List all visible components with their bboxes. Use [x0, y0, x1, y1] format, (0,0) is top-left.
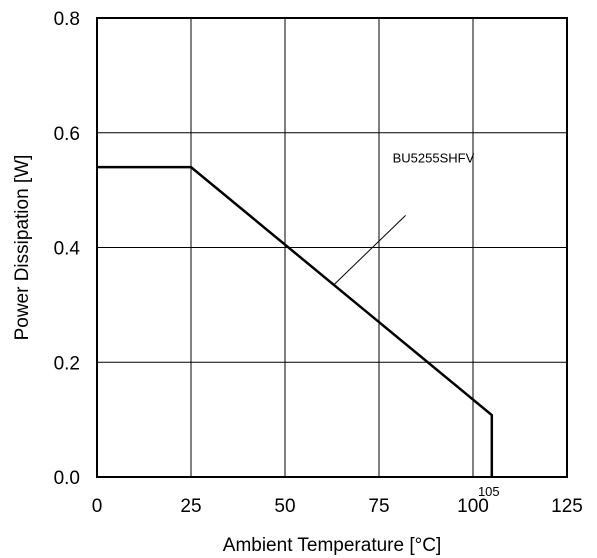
y-tick-labels: 0.0 0.2 0.4 0.6 0.8: [54, 9, 81, 489]
x-tick-label: 75: [368, 496, 389, 517]
y-tick-label: 0.8: [54, 9, 80, 30]
y-tick-label: 0.4: [54, 239, 81, 260]
annotation-label: 105: [478, 484, 500, 499]
y-axis-label: Power Dissipation [W]: [12, 155, 33, 341]
annotation-pointer: [333, 214, 406, 286]
annotations: 105 BU5255SHFV: [333, 150, 500, 499]
y-tick-label: 0.2: [54, 353, 80, 374]
series-lines: [97, 165, 494, 477]
y-tick-label: 0.0: [54, 468, 80, 489]
x-tick-label: 125: [551, 496, 583, 517]
plot-frame: [96, 17, 568, 478]
x-tick-label: 100: [457, 496, 489, 517]
x-tick-label: 0: [92, 496, 103, 517]
x-axis-label: Ambient Temperature [°C]: [223, 535, 441, 556]
grid-lines: [97, 18, 567, 477]
x-tick-label: 50: [274, 496, 295, 517]
y-tick-label: 0.6: [54, 124, 80, 145]
x-tick-labels: 0 25 50 75 100 125: [92, 496, 583, 517]
x-tick-label: 25: [180, 496, 201, 517]
series-label: BU5255SHFV: [393, 150, 475, 165]
series-line: [97, 165, 494, 477]
